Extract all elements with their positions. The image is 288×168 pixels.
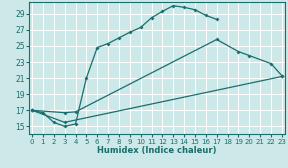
X-axis label: Humidex (Indice chaleur): Humidex (Indice chaleur) (97, 146, 217, 155)
